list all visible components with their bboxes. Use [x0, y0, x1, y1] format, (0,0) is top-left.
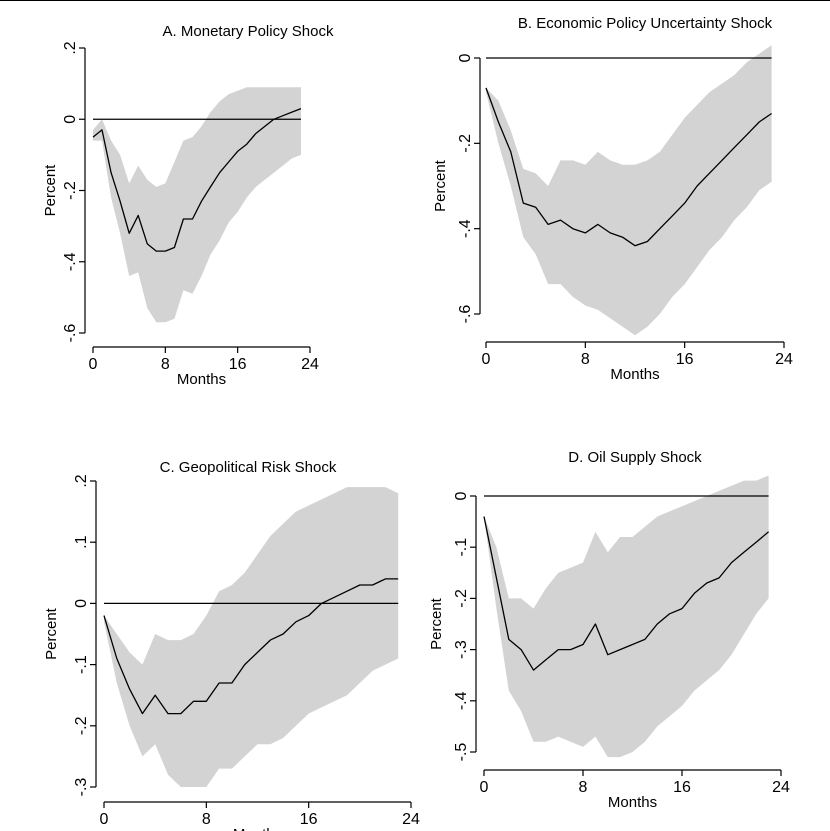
y-tick-label: 0 — [453, 491, 470, 500]
x-tick-label: 0 — [482, 351, 491, 368]
x-tick-label: 8 — [202, 811, 211, 828]
y-tick-label: .2 — [62, 41, 79, 54]
y-axis-title: Percent — [42, 164, 59, 217]
y-tick-label: -.4 — [453, 691, 470, 710]
y-tick-label: -.4 — [62, 252, 79, 271]
y-tick-label: -.4 — [457, 219, 474, 238]
y-tick-label: 0 — [62, 115, 79, 124]
y-tick-label: -.3 — [453, 640, 470, 659]
y-tick-label: 0 — [73, 599, 90, 608]
x-tick-label: 8 — [581, 351, 590, 368]
confidence-band — [93, 87, 301, 323]
panel-a: A. Monetary Policy Shock -.6 -.4 -.2 0 .2 0 8 1… — [42, 23, 334, 388]
y-tick-label: -.2 — [73, 716, 90, 735]
y-tick-label: -.3 — [73, 778, 90, 797]
x-tick-label: 0 — [480, 779, 489, 796]
x-tick-label: 16 — [229, 356, 247, 373]
x-tick-label: 16 — [673, 779, 691, 796]
x-axis-title: Months — [608, 794, 657, 811]
x-tick-label: 16 — [300, 811, 318, 828]
series-line — [92, 107, 302, 252]
panel-title: A. Monetary Policy Shock — [163, 23, 334, 40]
y-axis-title: Percent — [428, 597, 445, 650]
panel-title: D. Oil Supply Shock — [568, 449, 702, 466]
y-tick-label: 0 — [457, 53, 474, 62]
series-line — [485, 87, 772, 247]
x-axis-title: Months — [177, 371, 226, 388]
x-axis-title: Months — [233, 826, 282, 831]
y-tick-label: .2 — [73, 474, 90, 487]
x-tick-label: 16 — [676, 351, 694, 368]
y-axis-title: Percent — [432, 159, 449, 212]
x-tick-label: 0 — [100, 811, 109, 828]
top-rule — [0, 0, 830, 1]
y-tick-label: -.1 — [73, 655, 90, 674]
y-axis-title: Percent — [43, 607, 60, 660]
x-tick-label: 24 — [772, 779, 790, 796]
panel-d: D. Oil Supply Shock -.5 -.4 -.3 -.2 -.1 0 0 8 16… — [428, 449, 790, 811]
x-tick-label: 8 — [579, 779, 588, 796]
series-line — [483, 516, 770, 671]
panel-c: C. Geopolitical Risk Shock -.3 -.2 -.1 0 .1.… — [43, 459, 420, 831]
y-tick-label: -.5 — [453, 743, 470, 762]
panel-title: B. Economic Policy Uncertainty Shock — [518, 15, 773, 32]
y-tick-label: -.2 — [453, 589, 470, 608]
confidence-band — [104, 487, 399, 787]
y-tick-label: -.2 — [62, 181, 79, 200]
y-tick-label: -.2 — [457, 134, 474, 153]
y-tick-label: -.6 — [457, 305, 474, 324]
panel-b: B. Economic Policy Uncertainty Shock -.6… — [432, 15, 793, 383]
x-axis-title: Months — [610, 366, 659, 383]
x-tick-label: 24 — [301, 356, 319, 373]
y-tick-label: .1 — [73, 535, 90, 548]
x-tick-label: 24 — [775, 351, 793, 368]
series-line — [103, 578, 399, 715]
x-tick-label: 8 — [161, 356, 170, 373]
y-tick-label: -.1 — [453, 538, 470, 557]
x-tick-label: 0 — [89, 356, 98, 373]
confidence-band — [486, 45, 772, 336]
confidence-band — [484, 475, 769, 758]
panel-title: C. Geopolitical Risk Shock — [160, 459, 337, 476]
x-tick-label: 24 — [402, 811, 420, 828]
y-tick-label: -.6 — [62, 324, 79, 343]
